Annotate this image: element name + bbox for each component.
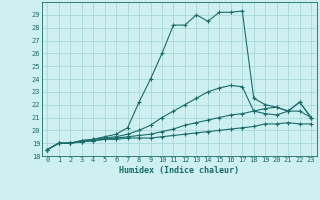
X-axis label: Humidex (Indice chaleur): Humidex (Indice chaleur) xyxy=(119,166,239,175)
